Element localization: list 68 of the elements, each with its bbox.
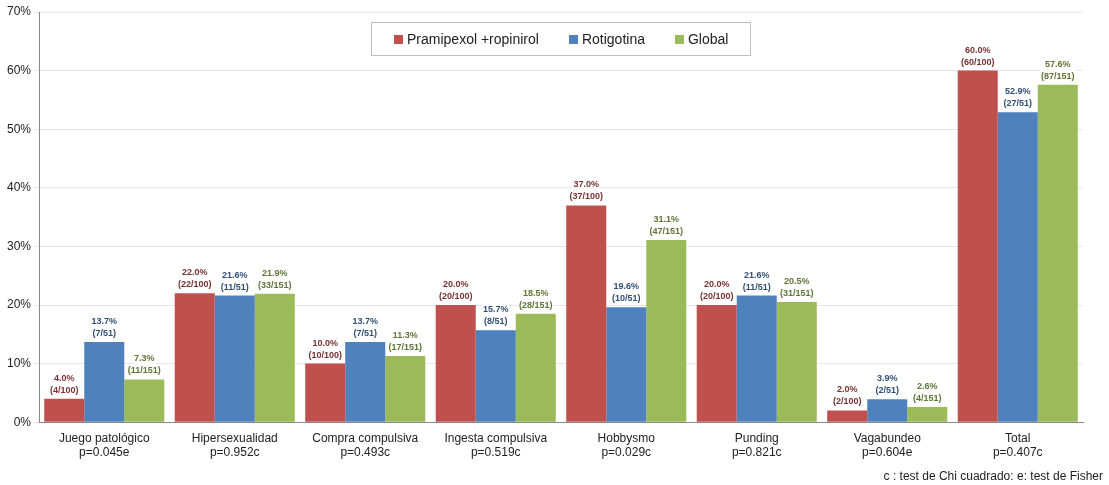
- y-tick-label: 40%: [6, 180, 32, 195]
- x-tick-label: Vagabundeo p=0.604e: [853, 430, 922, 460]
- bar: [776, 302, 817, 422]
- bar: [646, 239, 687, 422]
- bar: [345, 341, 386, 422]
- data-label: 4.0% (4/100): [49, 372, 79, 395]
- y-tick-label: 0%: [13, 414, 32, 429]
- x-tick-label: Punding p=0.821c: [731, 430, 782, 460]
- data-label: 52.9% (27/51): [1003, 86, 1033, 109]
- y-tick-label: 60%: [6, 62, 32, 77]
- x-tick-label: Compra compulsiva p=0.493c: [312, 430, 419, 460]
- x-tick-label: Ingesta compulsiva p=0.519c: [444, 430, 548, 460]
- x-tick-label: Hobbysmo p=0.029c: [597, 430, 656, 460]
- data-label: 21.6% (11/51): [220, 269, 249, 292]
- x-tick-label: Total p=0.407c: [992, 430, 1043, 460]
- legend-label: Global: [687, 31, 729, 47]
- bar: [305, 363, 346, 422]
- bar: [566, 205, 607, 422]
- bar: [957, 70, 998, 422]
- bar: [214, 295, 255, 422]
- data-label: 3.9% (2/51): [875, 373, 900, 396]
- data-label: 22.0% (22/100): [177, 267, 212, 290]
- bar: [736, 295, 777, 422]
- text: c : test de Chi cuadrado: e: test de Fisher: [883, 469, 1103, 483]
- y-tick-label: 70%: [6, 4, 32, 19]
- bar: [84, 341, 125, 422]
- data-label: 37.0% (37/100): [569, 179, 603, 202]
- legend-label: Pramipexol +ropinirol: [407, 31, 539, 47]
- x-tick-label: Juego patológico p=0.045e: [58, 430, 150, 460]
- data-label: 20.0% (20/100): [699, 278, 734, 301]
- bar: [475, 330, 516, 422]
- bar: [435, 305, 476, 422]
- bar: [174, 293, 215, 422]
- bar: [44, 398, 85, 422]
- y-tick-label: 20%: [6, 297, 32, 312]
- bar: [124, 379, 165, 422]
- bar: [696, 305, 737, 422]
- x-tick-label: Hipersexualidad p=0.952c: [191, 430, 278, 460]
- data-label: 57.6% (87/151): [1041, 58, 1075, 81]
- y-tick-label: 50%: [6, 121, 32, 136]
- data-label: 21.6% (11/51): [742, 269, 771, 292]
- bar: [867, 399, 908, 422]
- bar: [907, 406, 948, 422]
- data-label: 60.0% (60/100): [960, 44, 995, 67]
- bar: [827, 410, 868, 422]
- bar: [254, 293, 295, 422]
- data-label: 13.7% (7/51): [352, 315, 379, 338]
- bar: [997, 112, 1038, 422]
- data-label: 2.6% (4/151): [913, 380, 942, 403]
- data-label: 21.9% (33/151): [258, 267, 292, 290]
- data-label: 18.5% (28/151): [519, 287, 553, 310]
- legend-label: Rotigotina: [581, 31, 645, 47]
- bar: [1037, 84, 1078, 422]
- data-label: 11.3% (17/151): [388, 329, 423, 352]
- data-label: 2.0% (2/100): [832, 384, 862, 407]
- data-label: 10.0% (10/100): [308, 337, 343, 360]
- bar: [515, 313, 556, 422]
- bar: [606, 307, 647, 422]
- bar: [385, 355, 426, 422]
- y-tick-label: 30%: [6, 238, 32, 253]
- y-tick-label: 10%: [6, 355, 32, 370]
- data-label: 20.5% (31/151): [780, 276, 814, 299]
- data-label: 13.7% (7/51): [91, 315, 118, 338]
- data-label: 19.6% (10/51): [611, 281, 641, 304]
- data-label: 7.3% (11/151): [127, 353, 161, 376]
- data-label: 31.1% (47/151): [649, 213, 684, 236]
- data-label: 20.0% (20/100): [438, 278, 473, 301]
- data-label: 15.7% (8/51): [482, 304, 509, 327]
